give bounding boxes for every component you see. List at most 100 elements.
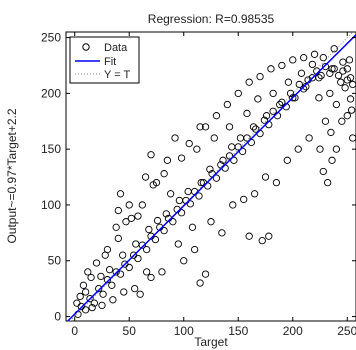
data-point xyxy=(201,270,210,278)
data-point xyxy=(116,190,125,198)
data-point xyxy=(223,100,232,109)
data-point xyxy=(261,173,270,181)
data-point xyxy=(175,196,184,205)
data-point xyxy=(147,151,155,159)
data-point xyxy=(122,218,130,226)
data-point xyxy=(286,89,295,98)
data-point xyxy=(267,65,275,73)
data-point xyxy=(171,134,179,142)
data-point xyxy=(278,61,286,70)
data-point xyxy=(127,214,136,222)
data-point xyxy=(300,54,308,62)
x-tick-label: 200 xyxy=(283,324,303,338)
data-point xyxy=(125,263,133,272)
data-point xyxy=(158,268,166,276)
x-axis-label: Target xyxy=(194,335,228,349)
data-point xyxy=(97,272,105,281)
x-tick-label: 100 xyxy=(174,324,194,338)
data-point xyxy=(105,266,114,274)
data-point xyxy=(338,117,346,125)
data-point xyxy=(186,200,194,208)
data-point xyxy=(188,223,197,231)
data-point xyxy=(162,210,170,218)
y-tick-label: 250 xyxy=(41,31,61,45)
data-point xyxy=(240,195,248,204)
data-point xyxy=(245,78,253,86)
data-point xyxy=(76,292,84,301)
data-point xyxy=(341,84,349,92)
data-point xyxy=(278,98,286,106)
data-point xyxy=(114,234,122,243)
data-point xyxy=(73,299,81,307)
data-point xyxy=(319,167,327,176)
data-point xyxy=(317,71,325,80)
data-point xyxy=(136,290,144,298)
data-point xyxy=(302,83,310,91)
data-point xyxy=(125,201,133,209)
data-point xyxy=(206,165,214,173)
data-point xyxy=(160,170,168,178)
data-point xyxy=(225,152,234,160)
data-point xyxy=(321,62,330,71)
data-point xyxy=(177,154,186,162)
data-point xyxy=(332,145,341,153)
data-point xyxy=(169,218,177,226)
data-point xyxy=(185,139,193,148)
data-point xyxy=(319,54,327,62)
data-point xyxy=(98,301,106,310)
data-point xyxy=(207,218,215,226)
legend: Data Fit Y = T xyxy=(69,36,140,84)
data-point xyxy=(262,112,271,120)
data-point xyxy=(269,89,277,98)
data-point xyxy=(330,45,338,53)
data-point xyxy=(347,106,356,114)
legend-identity-label: Y = T xyxy=(104,69,130,81)
data-point xyxy=(260,116,269,124)
data-point xyxy=(190,245,199,254)
data-point xyxy=(327,128,335,137)
data-point xyxy=(310,50,319,58)
data-point xyxy=(346,74,355,82)
fit-line xyxy=(66,34,356,321)
data-point xyxy=(258,237,266,245)
data-point xyxy=(269,107,277,115)
data-point xyxy=(321,117,330,125)
data-point xyxy=(334,71,343,80)
data-point xyxy=(326,69,334,77)
data-point xyxy=(252,125,260,133)
x-tick-label: 250 xyxy=(337,324,356,338)
y-tick-label: 50 xyxy=(48,254,62,268)
data-point xyxy=(254,95,262,103)
data-point xyxy=(339,58,347,66)
data-point xyxy=(339,67,347,75)
x-tick-label: 50 xyxy=(123,324,137,338)
data-point xyxy=(79,281,88,289)
data-point xyxy=(212,174,221,182)
data-point xyxy=(225,123,234,131)
data-point xyxy=(103,276,112,284)
data-point xyxy=(151,235,160,244)
data-point xyxy=(131,284,139,293)
data-point xyxy=(330,65,338,73)
data-point xyxy=(147,273,155,282)
data-point xyxy=(283,156,291,164)
data-point xyxy=(81,306,90,314)
data-point xyxy=(138,201,146,209)
data-point xyxy=(134,254,142,263)
data-point xyxy=(108,281,116,289)
data-point xyxy=(134,212,142,220)
data-point xyxy=(343,112,351,120)
data-point xyxy=(250,190,259,198)
data-point xyxy=(315,74,323,82)
y-tick-label: 150 xyxy=(41,142,61,156)
data-point xyxy=(88,303,96,312)
data-point xyxy=(243,109,251,118)
data-point xyxy=(95,284,103,293)
legend-data-marker-icon xyxy=(82,43,90,51)
x-tick-label: 0 xyxy=(71,324,78,338)
data-point xyxy=(99,290,107,298)
data-point xyxy=(328,156,336,164)
data-point xyxy=(143,268,151,276)
data-point xyxy=(160,226,168,235)
